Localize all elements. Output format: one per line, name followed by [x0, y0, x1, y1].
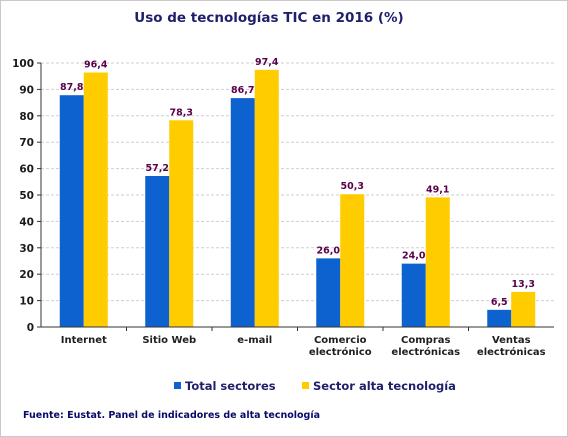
x-tick-label-3-0: Comercio	[314, 335, 367, 346]
bar-s2-5	[511, 291, 536, 327]
data-label-s1-2: 86,7	[231, 85, 254, 96]
bar-s2-2	[254, 69, 279, 327]
legend-label-sector-alta-tecnologia: Sector alta tecnología	[313, 379, 456, 393]
y-tick-label-100: 100	[12, 58, 34, 70]
bar-s1-5	[487, 309, 512, 327]
data-label-s1-0: 87,8	[60, 82, 84, 93]
axis-layer: 0 10 20 30 40 50 60 70 80 90 100 Internet Sitio Web e…	[12, 58, 554, 358]
legend-label-total-sectores: Total sectores	[185, 379, 276, 393]
legend-swatch-total-sectores	[174, 382, 181, 389]
data-label-s2-5: 13,3	[512, 279, 535, 290]
bar-layer	[59, 69, 536, 328]
y-tick-label-30: 30	[19, 243, 34, 255]
chart-title: Uso de tecnologías TIC en 2016 (%)	[134, 10, 403, 26]
y-tick-label-90: 90	[19, 84, 34, 96]
bar-s1-4	[401, 263, 426, 327]
data-label-s1-5: 6,5	[491, 297, 508, 308]
bar-s1-3	[316, 258, 341, 327]
x-tick-label-0-0: Internet	[61, 335, 107, 346]
data-label-s2-4: 49,1	[426, 184, 449, 195]
x-tick-label-5-1: electrónicas	[477, 346, 546, 358]
data-label-s2-3: 50,3	[341, 181, 364, 192]
data-label-s2-1: 78,3	[170, 107, 193, 118]
x-tick-label-3-1: electrónico	[309, 346, 372, 358]
legend-swatch-sector-alta-tecnologia	[302, 382, 309, 389]
y-tick-label-70: 70	[19, 137, 34, 149]
y-tick-label-10: 10	[19, 296, 34, 308]
bar-s2-4	[425, 197, 450, 327]
data-label-s1-3: 26,0	[317, 245, 341, 256]
y-tick-label-0: 0	[27, 322, 34, 334]
data-label-s2-0: 96,4	[84, 60, 108, 71]
data-label-s1-1: 57,2	[146, 163, 169, 174]
source-note: Fuente: Eustat. Panel de indicadores de …	[23, 410, 320, 421]
chart-legend: Total sectores Sector alta tecnología	[174, 379, 456, 393]
x-tick-label-4-1: electrónicas	[391, 346, 460, 358]
y-tick-label-80: 80	[19, 111, 34, 123]
y-tick-label-50: 50	[19, 190, 34, 202]
bar-s1-0	[59, 95, 84, 327]
x-tick-label-5-0: Ventas	[492, 335, 531, 346]
x-tick-label-1-0: Sitio Web	[142, 335, 196, 346]
y-tick-label-20: 20	[19, 269, 34, 281]
bar-s1-1	[145, 175, 170, 327]
bar-s1-2	[230, 98, 255, 327]
bar-s2-1	[169, 120, 194, 328]
y-tick-label-40: 40	[19, 216, 34, 228]
grid-layer	[41, 62, 554, 302]
bar-s2-0	[83, 72, 108, 327]
data-label-s1-4: 24,0	[402, 251, 426, 262]
y-tick-label-60: 60	[19, 164, 34, 176]
bar-s2-3	[340, 194, 365, 327]
label-layer: 87,896,4 57,2 78,3 86,7 97,4 26,0 50,3 24,0 49,1…	[60, 57, 535, 308]
data-label-s2-2: 97,4	[255, 57, 279, 68]
x-tick-label-2-0: e-mail	[237, 335, 272, 346]
x-tick-label-4-0: Compras	[401, 335, 450, 346]
